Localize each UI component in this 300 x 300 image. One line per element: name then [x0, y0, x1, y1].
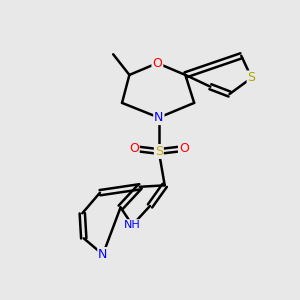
Text: NH: NH — [124, 220, 141, 230]
Text: S: S — [248, 71, 256, 84]
Text: S: S — [155, 145, 163, 158]
Text: O: O — [179, 142, 189, 155]
Text: O: O — [152, 57, 162, 70]
Text: N: N — [154, 111, 164, 124]
Text: N: N — [98, 248, 108, 261]
Text: O: O — [129, 142, 139, 155]
